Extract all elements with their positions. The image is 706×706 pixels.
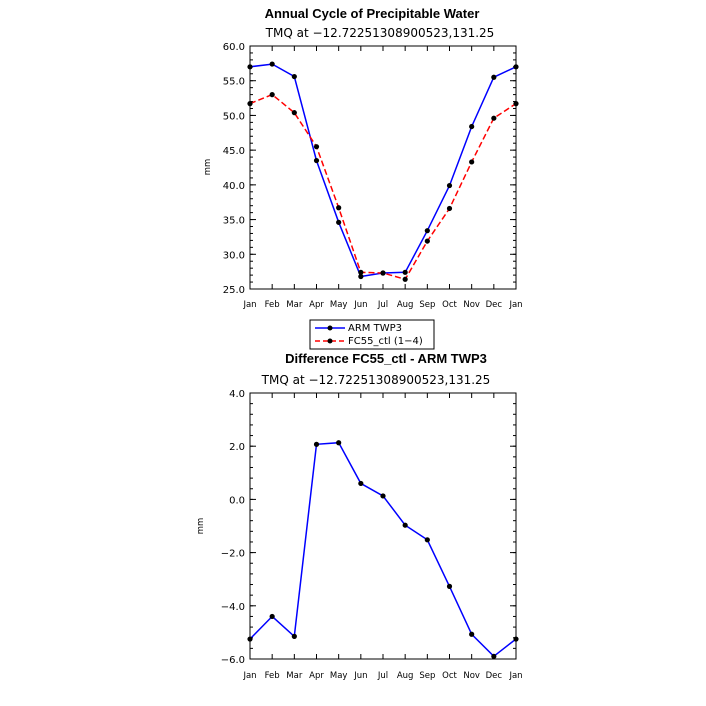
chart-subtitle: TMQ at −12.72251308900523,131.25 — [265, 26, 495, 40]
y-tick-label: 45.0 — [223, 146, 245, 157]
legend-fc55-label: FC55_ctl (1−4) — [348, 336, 423, 347]
series-1-point — [291, 110, 297, 116]
x-tick-label: Nov — [463, 300, 480, 310]
series-0-point — [424, 228, 430, 234]
x-tick-label: Jan — [242, 300, 256, 310]
series-0-point — [336, 219, 342, 225]
series-1-point — [469, 159, 475, 165]
chart-title: Annual Cycle of Precipitable Water — [265, 6, 480, 21]
series-0-point — [336, 440, 342, 446]
series-0-point — [513, 636, 519, 642]
series-1-point — [313, 144, 320, 150]
series-1-point — [513, 101, 519, 107]
series-line-0 — [249, 63, 517, 278]
y-tick-label: 55.0 — [223, 77, 245, 88]
x-tick-label: May — [330, 300, 348, 310]
x-tick-label: Apr — [309, 300, 324, 310]
series-0-point — [491, 74, 497, 80]
difference-chart: Difference FC55_ctl - ARM TWP3 TMQ at −1… — [196, 351, 523, 681]
y-tick-label: −6.0 — [221, 655, 245, 666]
series-0-point — [469, 123, 475, 130]
series-0-point — [269, 61, 275, 67]
y-axis-label: mm — [203, 159, 213, 176]
legend-arm-marker — [327, 325, 333, 331]
x-tick-label: Oct — [442, 300, 457, 310]
series-0-point — [402, 522, 408, 528]
y-tick-label: 30.0 — [223, 250, 245, 261]
series-1-point — [491, 115, 497, 121]
x-tick-label: Jul — [377, 671, 388, 681]
series-0-point — [469, 631, 475, 637]
x-tick-label: Feb — [265, 671, 280, 681]
series-1-point — [336, 205, 342, 211]
x-tick-label: Jan — [242, 671, 256, 681]
x-tick-label: Jun — [353, 300, 367, 310]
y-tick-label: 2.0 — [229, 442, 245, 453]
x-tick-label: Feb — [265, 300, 280, 310]
y-tick-label: 4.0 — [229, 389, 245, 400]
series-0-point — [402, 269, 408, 275]
series-0-point — [247, 636, 253, 642]
y-tick-label: 35.0 — [223, 216, 245, 227]
x-tick-label: Sep — [419, 300, 435, 310]
x-tick-label: Mar — [286, 300, 303, 310]
x-tick-label: Oct — [442, 671, 457, 681]
series-0-point — [491, 653, 497, 659]
series-0-point — [313, 441, 320, 447]
y-tick-label: 40.0 — [223, 181, 245, 192]
series-line-1 — [249, 93, 517, 281]
chart-title: Difference FC55_ctl - ARM TWP3 — [285, 351, 487, 366]
y-tick-label: 50.0 — [223, 111, 245, 122]
x-tick-label: Nov — [463, 671, 480, 681]
series-0-point — [424, 537, 430, 543]
x-tick-label: Mar — [286, 671, 303, 681]
series-0-point — [313, 157, 320, 164]
series-0-point — [269, 613, 275, 620]
series-1-point — [269, 92, 275, 98]
series-1-point — [446, 205, 453, 212]
x-tick-label: Jan — [508, 300, 522, 310]
x-tick-label: Jul — [377, 300, 388, 310]
series-line-0 — [249, 441, 517, 658]
plot-frame — [249, 392, 517, 660]
series-1-point — [247, 101, 253, 107]
x-tick-label: Aug — [397, 671, 414, 681]
x-tick-label: Apr — [309, 671, 324, 681]
series-0-point — [358, 480, 364, 487]
series-0-point — [380, 493, 386, 499]
legend: ARM TWP3 FC55_ctl (1−4) — [309, 319, 435, 350]
chart-subtitle: TMQ at −12.72251308900523,131.25 — [261, 373, 491, 387]
series-1-point — [424, 238, 430, 244]
y-tick-label: 0.0 — [229, 495, 245, 506]
series-0-point — [446, 583, 453, 589]
x-tick-label: May — [330, 671, 348, 681]
y-tick-label: −2.0 — [221, 549, 245, 560]
series-0-point — [291, 73, 297, 80]
x-tick-label: Sep — [419, 671, 435, 681]
series-0-point — [446, 182, 453, 189]
plot-frame — [249, 45, 517, 290]
series-0-point — [247, 64, 253, 70]
y-axis-label: mm — [196, 518, 206, 535]
x-tick-label: Jan — [508, 671, 522, 681]
y-tick-label: 60.0 — [223, 42, 245, 53]
x-tick-label: Dec — [486, 671, 503, 681]
x-tick-label: Jun — [353, 671, 367, 681]
legend-arm-label: ARM TWP3 — [348, 323, 402, 334]
y-tick-label: −4.0 — [221, 602, 245, 613]
legend-box — [309, 319, 435, 350]
series-0-point — [513, 64, 519, 70]
legend-fc55-marker — [327, 338, 333, 344]
series-1-point — [380, 270, 386, 276]
x-tick-label: Dec — [486, 300, 503, 310]
series-0-point — [358, 273, 364, 280]
y-tick-label: 25.0 — [223, 285, 245, 296]
precipitable-water-chart: Annual Cycle of Precipitable Water TMQ a… — [203, 6, 523, 310]
x-tick-label: Aug — [397, 300, 414, 310]
series-1-point — [402, 276, 408, 282]
series-1-point — [358, 269, 364, 275]
series-0-point — [291, 633, 297, 639]
